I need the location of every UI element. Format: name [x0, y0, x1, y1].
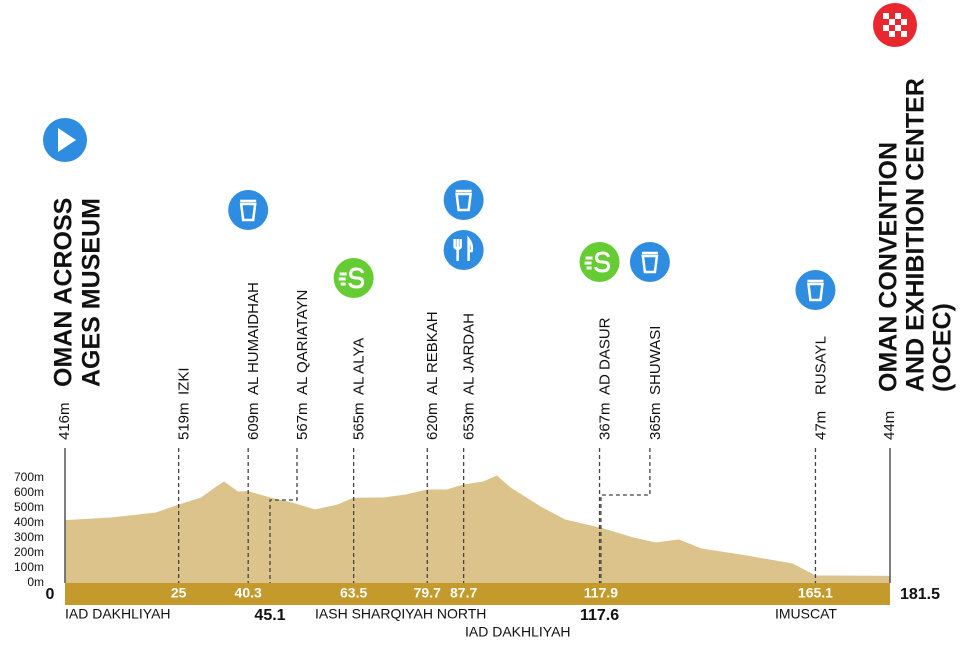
km-label-below: 117.6 — [580, 607, 619, 624]
waypoint-elevation: 565m — [351, 402, 368, 440]
waypoint-elevation: 567m — [294, 402, 311, 440]
km-label: 25 — [171, 585, 187, 601]
icon-glyph — [453, 235, 474, 261]
waypoint-elevation: 609m — [245, 402, 262, 440]
waypoint-elevation: 47m — [812, 411, 829, 440]
waypoint-line — [269, 448, 298, 583]
feed-icon — [443, 180, 484, 220]
start-elevation: 416m — [56, 402, 73, 440]
waypoint-name: AL HUMAIDHAH — [245, 282, 262, 395]
waypoint-name: AL JARDAH — [461, 313, 478, 395]
region-label: IASH SHARQIYAH NORTH — [315, 606, 486, 622]
waypoint-elevation: 653m — [461, 402, 478, 440]
y-tick-label: 300m — [14, 530, 44, 544]
icon-glyph — [338, 267, 365, 289]
km-label-below: 45.1 — [254, 607, 285, 624]
area-fill — [65, 476, 890, 583]
food-icon — [443, 230, 484, 270]
waypoint-elevation: 365m — [647, 402, 664, 440]
waypoint-elevation: 367m — [597, 402, 614, 440]
icon-circle — [228, 190, 269, 230]
sprint-icon — [333, 258, 374, 298]
y-tick-label: 700m — [14, 470, 44, 484]
y-tick-label: 500m — [14, 500, 44, 514]
waypoint-name: RUSAYL — [812, 336, 829, 395]
km-label: 40.3 — [235, 585, 262, 601]
icon-circle — [443, 180, 484, 220]
finish-name: (OCEC) — [929, 303, 957, 392]
waypoint-name: AL ALYA — [351, 338, 368, 395]
profile-line — [64, 475, 891, 577]
waypoint-name: AL REBKAH — [424, 311, 441, 395]
y-tick-label: 600m — [14, 485, 44, 499]
waypoint-name: IZKI — [176, 367, 193, 395]
start-icon — [43, 118, 87, 162]
km-start: 0 — [46, 586, 55, 603]
region-label: IMUSCAT — [775, 606, 837, 622]
icon-glyph — [807, 279, 824, 302]
icon-glyph — [584, 251, 611, 273]
waypoint-name: AL QARIATAYN — [294, 290, 311, 395]
km-label: 117.9 — [584, 585, 618, 601]
finish-name: AND EXHIBITION CENTER — [902, 78, 930, 392]
icon-glyph — [239, 199, 257, 222]
feed-icon — [629, 242, 670, 282]
km-label: 87.7 — [450, 585, 477, 601]
waypoint-line — [600, 448, 651, 583]
sprint-icon — [579, 242, 620, 282]
start-name: OMAN ACROSS — [50, 198, 78, 387]
y-tick-label: 0m — [27, 575, 44, 589]
km-finish: 181.5 — [900, 586, 940, 603]
finish-icon — [873, 3, 917, 47]
y-tick-label: 400m — [14, 515, 44, 529]
waypoint-name: AD DASUR — [597, 317, 614, 395]
waypoint-elevation: 519m — [176, 402, 193, 440]
icon-circle — [629, 242, 670, 282]
start-name: AGES MUSEUM — [78, 198, 106, 387]
km-label: 165.1 — [798, 585, 833, 601]
y-tick-label: 100m — [14, 560, 44, 574]
km-bar — [65, 583, 890, 605]
icon-circle — [795, 270, 836, 310]
finish-name: OMAN CONVENTION — [875, 142, 903, 392]
region-label: IAD DAKHLIYAH — [465, 624, 571, 640]
finish-elevation: 44m — [881, 411, 898, 440]
km-label: 63.5 — [340, 585, 367, 601]
km-label: 79.7 — [414, 585, 441, 601]
icon-glyph — [641, 251, 659, 274]
icon-glyph — [455, 189, 473, 212]
feed-icon — [228, 190, 269, 230]
feed-icon — [795, 270, 836, 310]
waypoint-name: SHUWASI — [647, 326, 664, 395]
icon-circle — [443, 230, 484, 270]
waypoint-elevation: 620m — [424, 402, 441, 440]
y-tick-label: 200m — [14, 545, 44, 559]
region-label: IAD DAKHLIYAH — [65, 606, 171, 622]
